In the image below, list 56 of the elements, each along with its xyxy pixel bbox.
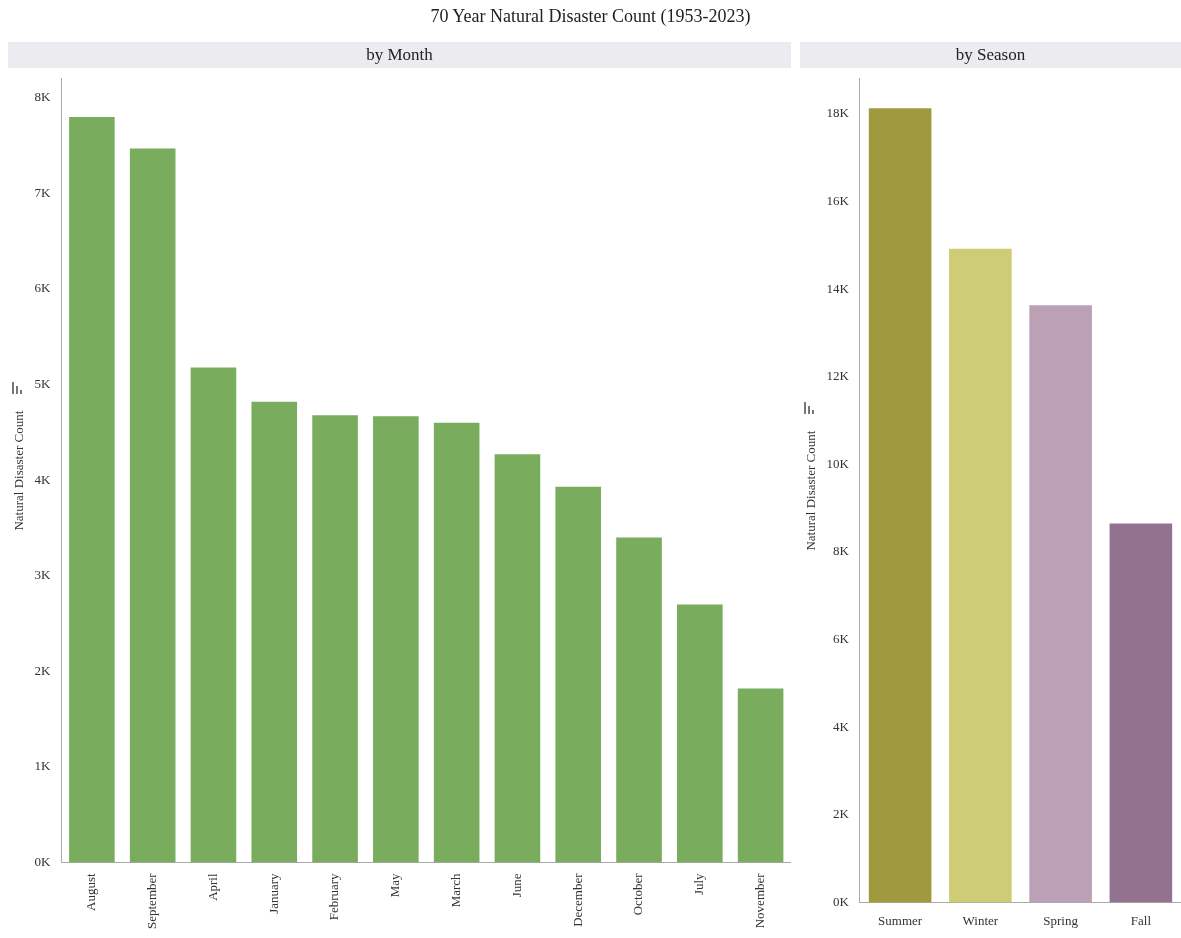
y-axis-title: Natural Disaster Count	[803, 430, 819, 551]
x-tick-label: September	[144, 872, 160, 929]
y-tick-label: 0K	[34, 853, 52, 869]
x-tick-label: Winter	[962, 912, 999, 928]
bar	[616, 537, 662, 863]
x-tick-label: June	[508, 873, 524, 898]
bar	[1109, 523, 1173, 903]
x-tick-label: Summer	[878, 912, 923, 928]
y-tick-label: 4K	[34, 471, 52, 487]
y-tick-label: 6K	[833, 630, 850, 646]
y-tick-label: 8K	[833, 543, 850, 559]
bar	[433, 422, 480, 863]
bar	[949, 248, 1012, 903]
y-tick-label: 18K	[826, 105, 850, 121]
x-tick-label: October	[630, 872, 646, 916]
y-tick-label: 14K	[826, 280, 850, 296]
bar	[190, 367, 237, 863]
y-tick-label: 7K	[34, 184, 52, 200]
y-axis-title: Natural Disaster Count	[11, 410, 27, 531]
y-tick-label: 4K	[833, 718, 850, 734]
y-tick-label: 10K	[826, 455, 850, 471]
x-tick-label: August	[83, 873, 99, 911]
bar	[677, 604, 723, 863]
y-tick-label: 2K	[34, 662, 52, 678]
x-tick-label: Spring	[1043, 912, 1079, 928]
x-tick-label: Fall	[1130, 912, 1152, 928]
chart-subtitle: by Month	[8, 42, 791, 68]
x-tick-label: May	[387, 872, 403, 898]
y-tick-label: 12K	[826, 368, 850, 384]
bar	[737, 688, 784, 863]
y-tick-label: 2K	[833, 806, 850, 822]
x-tick-label: November	[752, 872, 768, 929]
y-tick-label: 0K	[833, 893, 850, 909]
bar	[69, 117, 115, 863]
bar	[868, 108, 932, 903]
bar	[312, 415, 358, 863]
x-tick-label: January	[265, 872, 281, 914]
chart-subtitle: by Season	[800, 42, 1181, 68]
bar	[1029, 305, 1092, 903]
bar	[373, 416, 419, 863]
bar	[129, 148, 176, 863]
y-tick-label: 3K	[34, 567, 52, 583]
x-tick-label: December	[569, 872, 585, 927]
y-tick-label: 16K	[826, 192, 850, 208]
chart-title: 70 Year Natural Disaster Count (1953-2023)	[429, 6, 752, 27]
bar	[555, 486, 602, 863]
x-tick-label: July	[691, 872, 707, 896]
x-tick-label: April	[204, 873, 220, 901]
bar	[251, 401, 298, 863]
y-tick-label: 1K	[34, 758, 52, 774]
bar	[494, 454, 541, 863]
x-tick-label: March	[448, 872, 464, 908]
y-tick-label: 5K	[34, 376, 52, 392]
y-tick-label: 8K	[34, 89, 52, 105]
x-tick-label: February	[326, 872, 342, 921]
y-tick-label: 6K	[34, 280, 52, 296]
